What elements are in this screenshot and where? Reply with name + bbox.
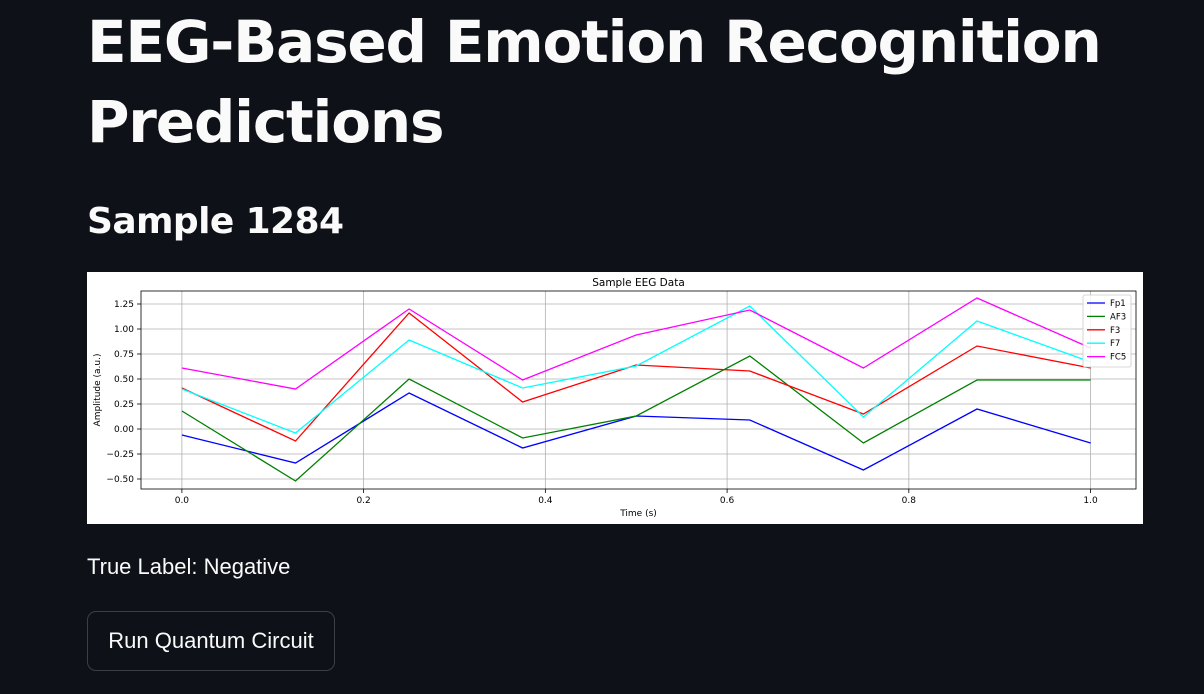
x-tick-label: 0.4: [538, 496, 553, 506]
x-axis-label: Time (s): [619, 509, 657, 519]
y-tick-label: 1.00: [114, 325, 134, 335]
true-label-text: True Label: Negative: [87, 554, 291, 579]
chart-title: Sample EEG Data: [592, 277, 685, 289]
y-tick-label: 0.75: [114, 350, 134, 360]
legend-label-fp1: Fp1: [1110, 299, 1126, 309]
y-tick-label: −0.50: [106, 475, 134, 485]
series-line-f7: [181, 305, 1091, 434]
y-tick-label: 0.00: [114, 425, 134, 435]
legend-label-f3: F3: [1110, 326, 1120, 336]
sample-heading: Sample 1284: [87, 201, 344, 242]
y-tick-label: 0.25: [114, 400, 134, 410]
run-quantum-circuit-button[interactable]: Run Quantum Circuit: [87, 611, 335, 671]
plot-frame: [140, 290, 1137, 490]
eeg-chart: 0.0 0.2 0.4 0.6 0.8 1.0 −0.50 −0.25 0.00 0.25 0.50…: [87, 272, 1143, 524]
series-line-fc5: [181, 297, 1091, 390]
page-title: EEG-Based Emotion Recognition Prediction…: [87, 8, 1102, 156]
legend-label-f7: F7: [1110, 339, 1120, 349]
series-line-f3: [181, 312, 1091, 442]
x-tick-label: 1.0: [1083, 496, 1098, 506]
x-tick-label: 0.8: [902, 496, 917, 506]
x-tick-label: 0.6: [720, 496, 735, 506]
x-tick-label: 0.2: [356, 496, 370, 506]
y-axis-label: Amplitude (a.u.): [93, 354, 103, 427]
eeg-chart-svg: 0.0 0.2 0.4 0.6 0.8 1.0 −0.50 −0.25 0.00 0.25 0.50…: [93, 277, 1137, 519]
y-tick-label: 0.50: [114, 375, 134, 385]
y-tick-label: 1.25: [114, 300, 134, 310]
x-tick-label: 0.0: [175, 496, 190, 506]
legend-box: [1082, 294, 1132, 368]
y-tick-label: −0.25: [106, 450, 134, 460]
series-line-fp1: [181, 392, 1091, 471]
legend: Fp1 AF3 F3 F7 FC5: [1082, 294, 1132, 368]
legend-label-af3: AF3: [1110, 312, 1126, 322]
legend-label-fc5: FC5: [1110, 353, 1126, 363]
series-line-af3: [181, 355, 1091, 482]
